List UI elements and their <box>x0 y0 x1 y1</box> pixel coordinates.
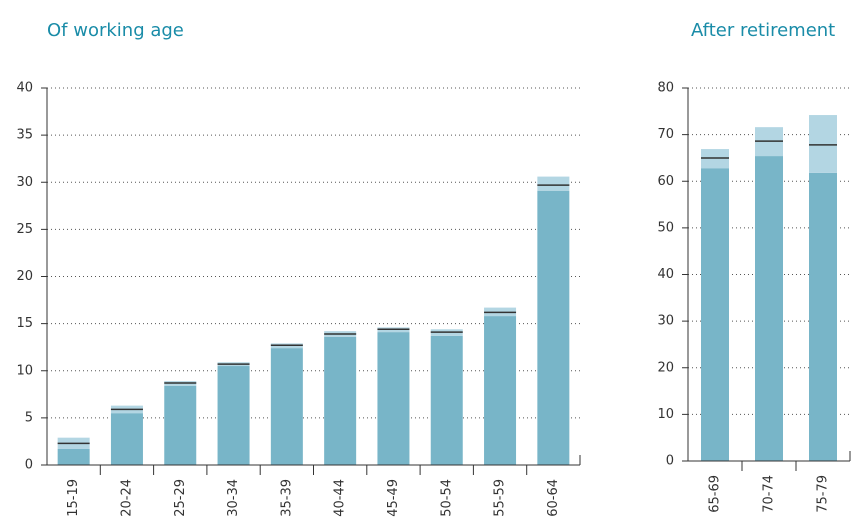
x-tick-label: 70-74 <box>762 475 777 513</box>
panel: After retirement 0 10 20 30 40 50 60 70 80 65-69 70… <box>657 20 851 513</box>
bar-segment <box>701 168 729 461</box>
x-tick-label: 40-44 <box>333 479 348 517</box>
x-tick-label: 55-59 <box>493 479 508 517</box>
bar-segment <box>324 336 357 465</box>
bar-segment <box>755 156 783 461</box>
bar-segment <box>484 316 517 465</box>
bar-segment <box>270 348 303 465</box>
x-tick-label: 25-29 <box>173 479 188 517</box>
y-tick-label: 0 <box>666 454 674 469</box>
bar-segment <box>430 335 463 465</box>
x-tick-label: 65-69 <box>708 475 723 513</box>
y-tick-label: 30 <box>657 314 674 329</box>
bar-segment <box>809 115 837 173</box>
y-tick-label: 30 <box>16 175 33 190</box>
bar-segment <box>537 190 570 466</box>
x-tick-label: 15-19 <box>66 479 81 517</box>
y-tick-label: 70 <box>657 127 674 142</box>
chart-title: After retirement <box>691 20 835 41</box>
y-tick-label: 10 <box>16 363 33 378</box>
x-tick-label: 30-34 <box>226 479 241 517</box>
y-tick-label: 50 <box>657 220 674 235</box>
x-tick-label: 50-54 <box>439 479 454 517</box>
bar-segment <box>57 448 90 465</box>
bar-segment <box>217 366 250 465</box>
y-tick-label: 35 <box>16 128 33 143</box>
y-tick-label: 25 <box>16 222 33 237</box>
x-tick-label: 60-64 <box>546 479 561 517</box>
bar-segment <box>377 332 410 465</box>
y-tick-label: 10 <box>657 407 674 422</box>
y-tick-label: 0 <box>25 458 33 473</box>
y-tick-label: 40 <box>657 267 674 282</box>
y-tick-label: 40 <box>16 81 33 96</box>
y-tick-label: 20 <box>16 269 33 284</box>
panel: Of working age 0 5 10 15 20 25 30 35 40 15-19 20-24… <box>16 20 581 517</box>
y-tick-label: 15 <box>16 316 33 331</box>
bar-segment <box>537 176 570 191</box>
y-tick-label: 5 <box>25 410 33 425</box>
y-tick-label: 80 <box>657 81 674 96</box>
x-tick-label: 20-24 <box>119 479 134 517</box>
x-tick-label: 35-39 <box>279 479 294 517</box>
x-tick-label: 75-79 <box>816 475 831 513</box>
bar-segment <box>809 172 837 462</box>
y-tick-label: 60 <box>657 174 674 189</box>
bar-segment <box>110 413 143 465</box>
y-tick-label: 20 <box>657 360 674 375</box>
bar-segment <box>164 385 197 465</box>
chart-title: Of working age <box>47 20 184 41</box>
x-tick-label: 45-49 <box>386 479 401 517</box>
